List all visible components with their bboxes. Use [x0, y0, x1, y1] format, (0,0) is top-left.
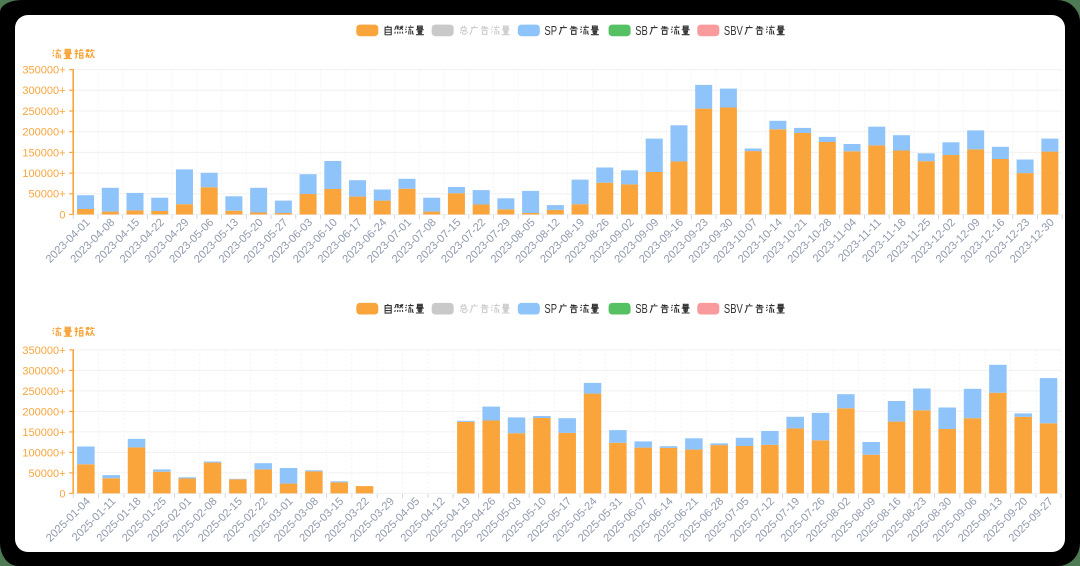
svg-text:0: 0 — [59, 488, 65, 500]
svg-text:300000+: 300000+ — [22, 365, 65, 377]
svg-text:SP: SP — [544, 301, 557, 316]
svg-text:SBV: SBV — [724, 23, 743, 38]
svg-text:SB: SB — [635, 23, 648, 38]
svg-text:300000+: 300000+ — [22, 85, 65, 97]
svg-text:250000+: 250000+ — [22, 386, 65, 398]
svg-text:SB: SB — [635, 301, 648, 316]
svg-text:250000+: 250000+ — [22, 106, 65, 118]
svg-text:50000+: 50000+ — [28, 468, 65, 480]
svg-text:150000+: 150000+ — [22, 147, 65, 159]
svg-text:200000+: 200000+ — [22, 127, 65, 139]
svg-text:SBV: SBV — [724, 301, 743, 316]
svg-text:100000+: 100000+ — [22, 168, 65, 180]
svg-text:100000+: 100000+ — [22, 447, 65, 459]
svg-text:350000+: 350000+ — [22, 345, 65, 357]
svg-text:0: 0 — [59, 209, 65, 221]
svg-text:150000+: 150000+ — [22, 427, 65, 439]
svg-text:SP: SP — [544, 23, 557, 38]
svg-text:350000+: 350000+ — [22, 65, 65, 77]
svg-text:50000+: 50000+ — [28, 189, 65, 201]
svg-text:200000+: 200000+ — [22, 406, 65, 418]
